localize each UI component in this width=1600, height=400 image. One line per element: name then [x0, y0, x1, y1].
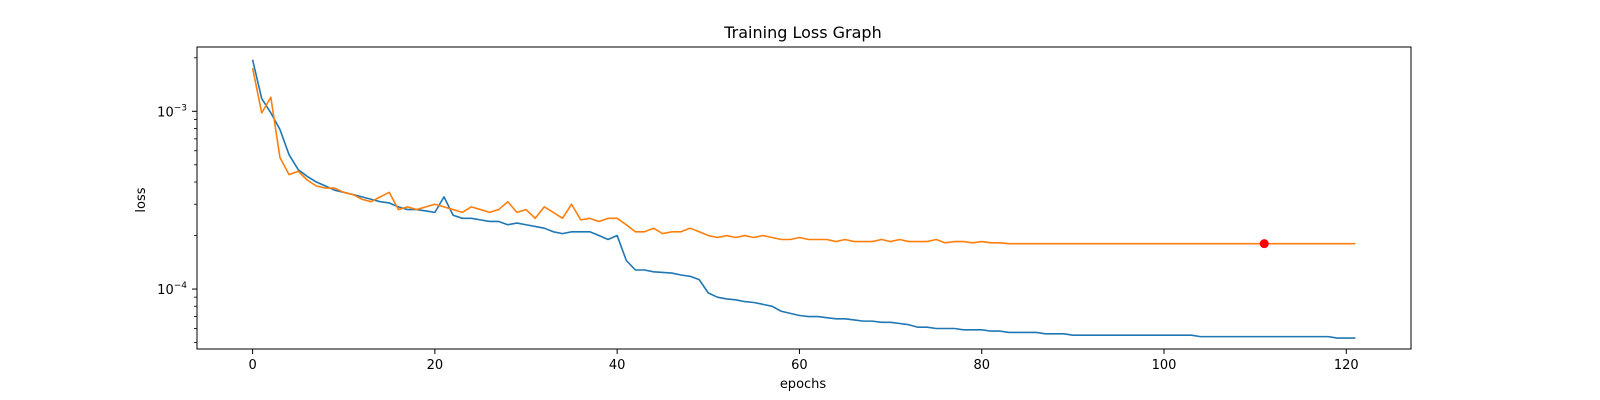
series-1-line [251, 67, 1356, 245]
x-tick-label: 120 [1334, 358, 1359, 373]
x-tick-label: 60 [791, 358, 808, 373]
x-tick-label: 40 [609, 358, 626, 373]
x-tick-label: 100 [1152, 358, 1177, 373]
y-axis-label: loss [134, 187, 149, 212]
series-layer [251, 59, 1356, 339]
plot-area [196, 46, 1412, 350]
y-tick-label: 10−4 [157, 281, 187, 298]
highlight-point [1259, 239, 1269, 249]
x-axis: 0 20 40 60 80 100 120 [248, 349, 1359, 373]
chart-title: Training Loss Graph [723, 23, 881, 42]
x-tick-label: 80 [973, 358, 990, 373]
x-axis-label: epochs [780, 377, 827, 392]
series-0-line [251, 59, 1356, 339]
y-axis: 10−4 10−3 [157, 57, 197, 343]
y-tick-label: 10−3 [157, 103, 187, 120]
x-tick-label: 20 [427, 358, 444, 373]
plot-frame [196, 46, 1412, 350]
x-tick-label: 0 [248, 358, 256, 373]
